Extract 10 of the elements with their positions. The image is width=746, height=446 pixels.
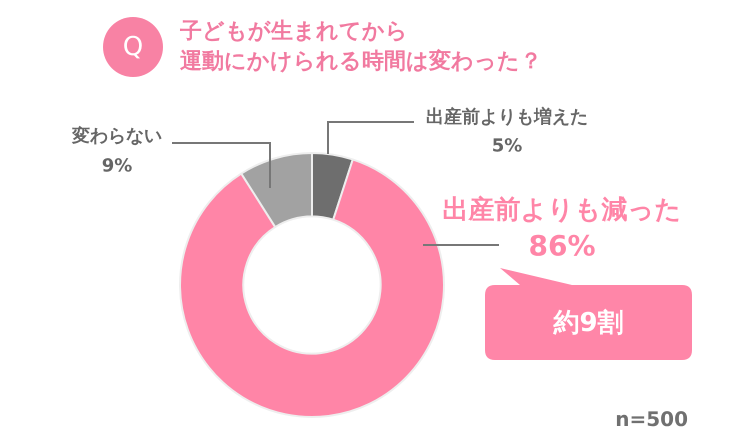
- data-label: 9%: [102, 156, 132, 177]
- text: n=500: [615, 407, 688, 431]
- chart-title: 子どもが生まれてから運動にかけられる時間は変わった？: [180, 18, 542, 76]
- slice-label: 変わらない: [71, 126, 162, 147]
- data-label: 86%: [528, 229, 596, 262]
- slice-label: 出産前よりも減った: [442, 194, 682, 225]
- slice-label: 出産前よりも増えた: [426, 106, 588, 128]
- data-label: 5%: [492, 136, 522, 157]
- text: Q: [122, 32, 144, 62]
- text: 約9割: [553, 308, 624, 338]
